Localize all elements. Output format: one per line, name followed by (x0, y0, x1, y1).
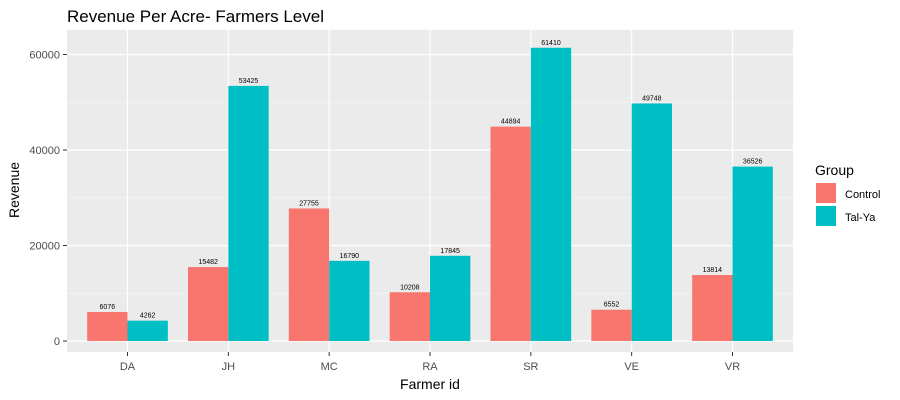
chart-title: Revenue Per Acre- Farmers Level (67, 7, 324, 26)
y-tick-label: 60000 (29, 50, 60, 62)
value-label-vr-talya: 36526 (743, 159, 763, 166)
legend-swatch-talya (816, 206, 836, 226)
x-axis-title: Farmer id (400, 376, 460, 392)
value-label-vr-control: 13814 (703, 267, 723, 274)
value-label-ve-control: 6552 (604, 302, 620, 309)
value-label-sr-control: 44894 (501, 119, 521, 126)
x-tick-label: MC (321, 361, 338, 373)
x-tick-label: SR (523, 361, 538, 373)
x-tick-label: JH (222, 361, 236, 373)
x-tick-label: DA (120, 361, 136, 373)
value-label-mc-control: 27755 (299, 200, 319, 207)
value-label-sr-talya: 61410 (541, 40, 561, 47)
value-label-ra-talya: 17845 (440, 248, 460, 255)
x-tick-label: RA (422, 361, 438, 373)
legend-label-control: Control (845, 189, 880, 201)
bar-jh-talya (228, 85, 269, 341)
legend: Group Control Tal-Ya (815, 162, 880, 226)
bar-da-talya (127, 320, 168, 341)
y-axis-title: Revenue (6, 162, 22, 218)
bar-sr-talya (530, 47, 572, 342)
bar-ve-control (591, 309, 632, 341)
value-label-ve-talya: 49748 (642, 95, 662, 102)
value-label-mc-talya: 16790 (340, 253, 360, 260)
bar-jh-control (188, 267, 229, 341)
value-label-da-talya: 4262 (140, 313, 156, 320)
value-labels: 6076 4262 15482 53425 27755 16790 10208 17845 44… (100, 40, 763, 320)
y-tick-label: 20000 (29, 241, 60, 253)
bar-ra-talya (430, 255, 471, 341)
axes: 0 20000 40000 60000 DA JH MC RA SR VE VR (29, 50, 740, 374)
value-label-jh-control: 15482 (198, 259, 218, 266)
bar-mc-control (288, 208, 330, 341)
legend-title: Group (815, 162, 854, 178)
bars (87, 47, 773, 342)
bar-sr-control (490, 126, 531, 341)
value-label-jh-talya: 53425 (239, 78, 259, 85)
y-tick-label: 40000 (29, 145, 60, 157)
x-tick-label: VR (725, 361, 740, 373)
x-tick-label: VE (624, 361, 639, 373)
y-tick-label: 0 (54, 336, 60, 348)
legend-swatch-control (816, 183, 836, 203)
bar-vr-control (692, 275, 733, 341)
bar-ve-talya (631, 103, 672, 341)
value-label-da-control: 6076 (100, 304, 116, 311)
bar-mc-talya (329, 260, 370, 341)
value-label-ra-control: 10208 (400, 284, 420, 291)
legend-label-talya: Tal-Ya (845, 212, 876, 224)
bar-da-control (87, 311, 128, 341)
bar-ra-control (389, 292, 430, 341)
bar-vr-talya (732, 166, 773, 341)
